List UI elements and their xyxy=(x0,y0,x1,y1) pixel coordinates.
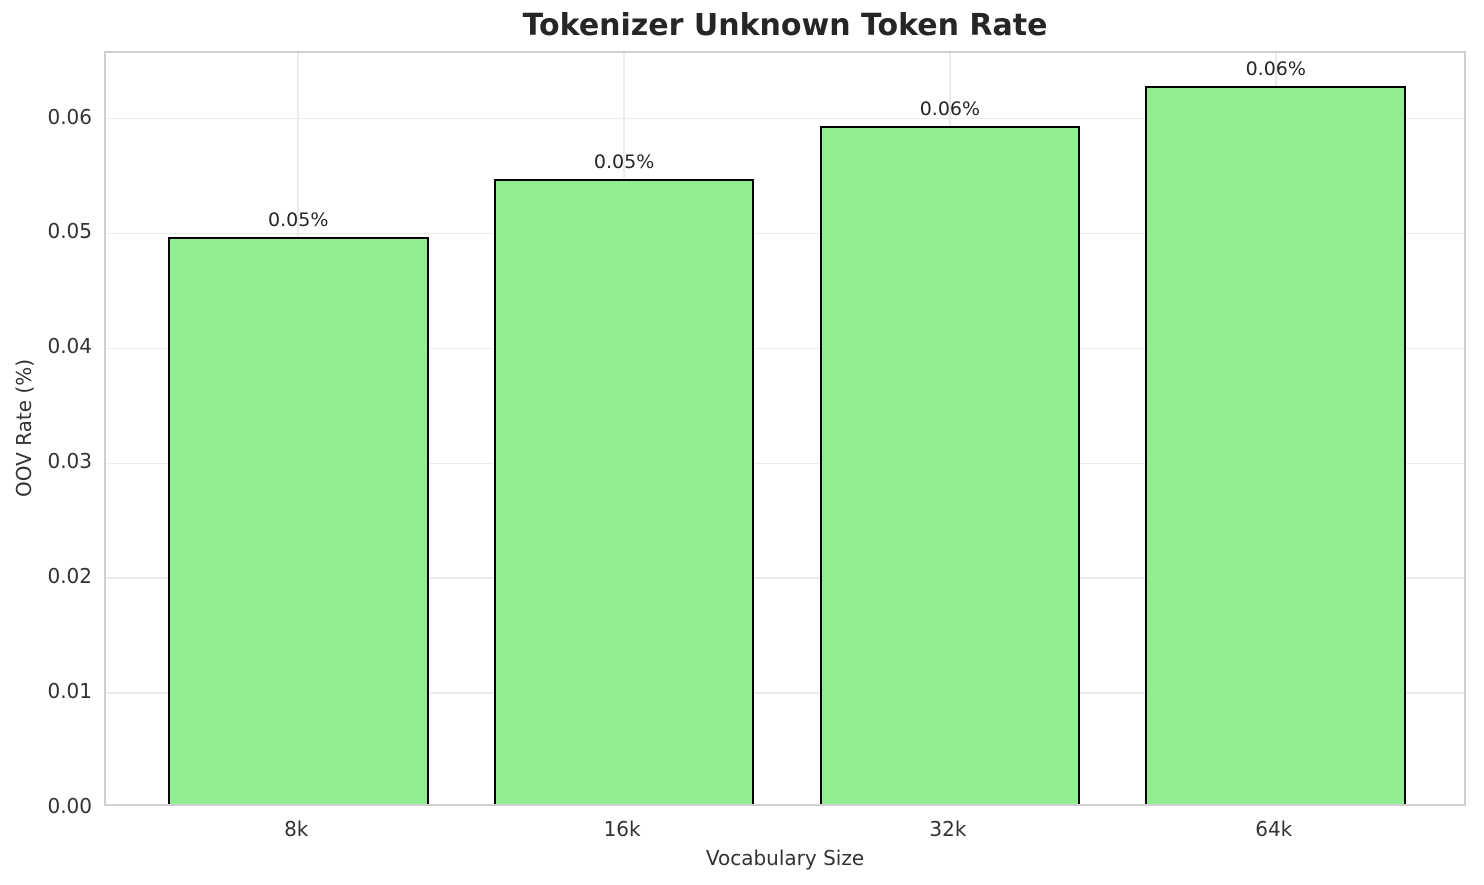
bar-32k xyxy=(819,126,1081,804)
x-tick-label: 32k xyxy=(929,817,967,841)
y-tick-label: 0.01 xyxy=(47,679,92,704)
y-tick-label: 0.00 xyxy=(47,794,92,818)
bar-8k xyxy=(167,237,429,804)
y-tick-label: 0.02 xyxy=(47,564,92,589)
x-tick-label: 64k xyxy=(1255,817,1293,841)
y-tick-label: 0.03 xyxy=(47,449,92,474)
bar-16k xyxy=(493,178,755,804)
plot-area: 0.05% 0.05% 0.06% 0.06% xyxy=(104,51,1466,806)
bar-value-label: 0.05% xyxy=(593,150,655,173)
y-axis-label: OOV Rate (%) xyxy=(12,359,36,497)
x-axis-label: Vocabulary Size xyxy=(705,846,865,870)
h-gridline xyxy=(106,462,1464,464)
y-tick-label: 0.06 xyxy=(47,104,92,129)
x-tick-label: 8k xyxy=(284,817,309,841)
bar-value-label: 0.06% xyxy=(1245,57,1306,80)
bar-value-label: 0.05% xyxy=(268,209,329,232)
bar-64k xyxy=(1145,85,1407,804)
h-gridline xyxy=(106,692,1464,694)
bar-value-label: 0.06% xyxy=(919,98,981,120)
h-gridline xyxy=(106,347,1464,350)
y-tick-label: 0.04 xyxy=(47,334,92,359)
h-gridline xyxy=(106,577,1464,579)
y-tick-label: 0.05 xyxy=(47,219,92,244)
x-tick-label: 16k xyxy=(603,817,641,841)
chart-title: Tokenizer Unknown Token Rate xyxy=(522,8,1048,43)
h-gridline xyxy=(106,117,1464,120)
h-gridline xyxy=(106,232,1464,235)
